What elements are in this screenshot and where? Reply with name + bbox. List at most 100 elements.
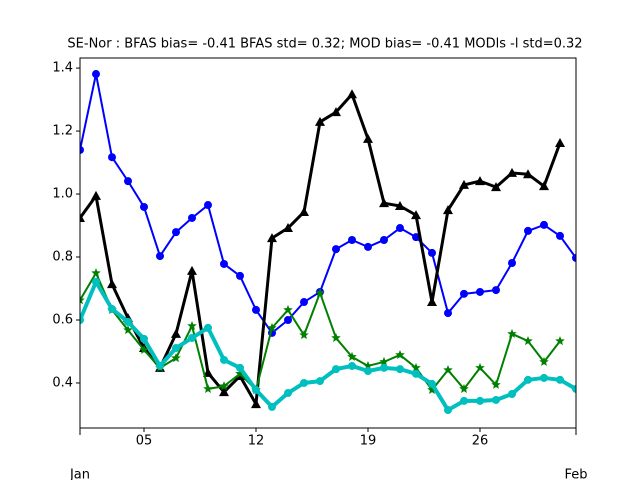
series [80,277,576,415]
marker [299,206,309,216]
marker [412,369,420,378]
marker [203,367,213,377]
marker [460,289,468,298]
marker [140,334,148,343]
marker [108,304,116,313]
y-tick-label: 0.6 [52,312,73,327]
marker [267,233,277,243]
marker [80,295,85,305]
marker [251,399,261,409]
marker [411,362,421,372]
marker [427,297,437,307]
marker [491,379,501,389]
marker [443,365,453,375]
marker [188,333,196,342]
marker [315,116,325,126]
marker [475,362,485,372]
marker [379,356,389,366]
marker [187,320,197,331]
marker [572,253,576,262]
y-tick-label: 0.8 [52,250,73,265]
marker [107,279,117,289]
marker [80,145,84,154]
marker [364,367,372,376]
marker [220,355,228,364]
marker [171,328,181,338]
marker [428,248,436,257]
marker [396,365,404,374]
marker [204,323,212,332]
x-tick-label: 19 [360,434,377,449]
marker [92,70,100,79]
marker [508,389,516,398]
marker [283,304,293,314]
marker [363,360,373,371]
marker [379,198,389,208]
marker [236,271,244,280]
marker [539,181,549,191]
x-tick-label: 05 [136,434,153,449]
marker [124,177,132,186]
marker [459,383,469,393]
marker [299,330,309,340]
marker [140,202,148,211]
marker [380,236,388,245]
month-label: Jan [69,468,90,480]
series [80,70,576,337]
marker [300,298,308,307]
series [80,268,565,394]
marker [108,153,116,162]
marker [268,402,276,411]
marker [507,167,517,177]
marker [124,317,132,326]
marker [555,336,565,346]
marker [188,213,196,222]
series [80,89,565,409]
marker [395,201,405,210]
marker [316,377,324,386]
marker [508,258,516,267]
marker [523,169,533,179]
marker [556,231,564,240]
marker [252,305,260,314]
marker [139,344,149,354]
y-tick-label: 0.4 [52,375,73,390]
marker [204,201,212,210]
marker [572,384,576,393]
marker [524,375,532,384]
marker [460,396,468,405]
series-line [80,279,576,413]
marker [283,223,293,233]
marker [363,133,373,143]
marker [348,236,356,245]
month-label: Feb [564,468,587,480]
marker [171,353,181,363]
marker [347,351,357,361]
marker [331,107,341,117]
x-tick-label: 26 [472,434,489,449]
marker [267,322,277,332]
marker [300,378,308,387]
marker [156,361,164,370]
marker [540,220,548,229]
marker [203,383,213,393]
marker [491,182,501,192]
marker [172,344,180,353]
marker [156,252,164,261]
marker [91,190,101,200]
marker [492,286,500,295]
marker [252,385,260,394]
marker [411,210,421,220]
marker [331,332,341,342]
marker [444,406,452,415]
marker [348,361,356,370]
marker [80,212,85,222]
marker [476,396,484,405]
marker [123,325,133,335]
marker [492,395,500,404]
plot-frame [79,57,577,429]
marker [428,379,436,388]
marker [187,265,197,275]
marker [507,328,517,338]
